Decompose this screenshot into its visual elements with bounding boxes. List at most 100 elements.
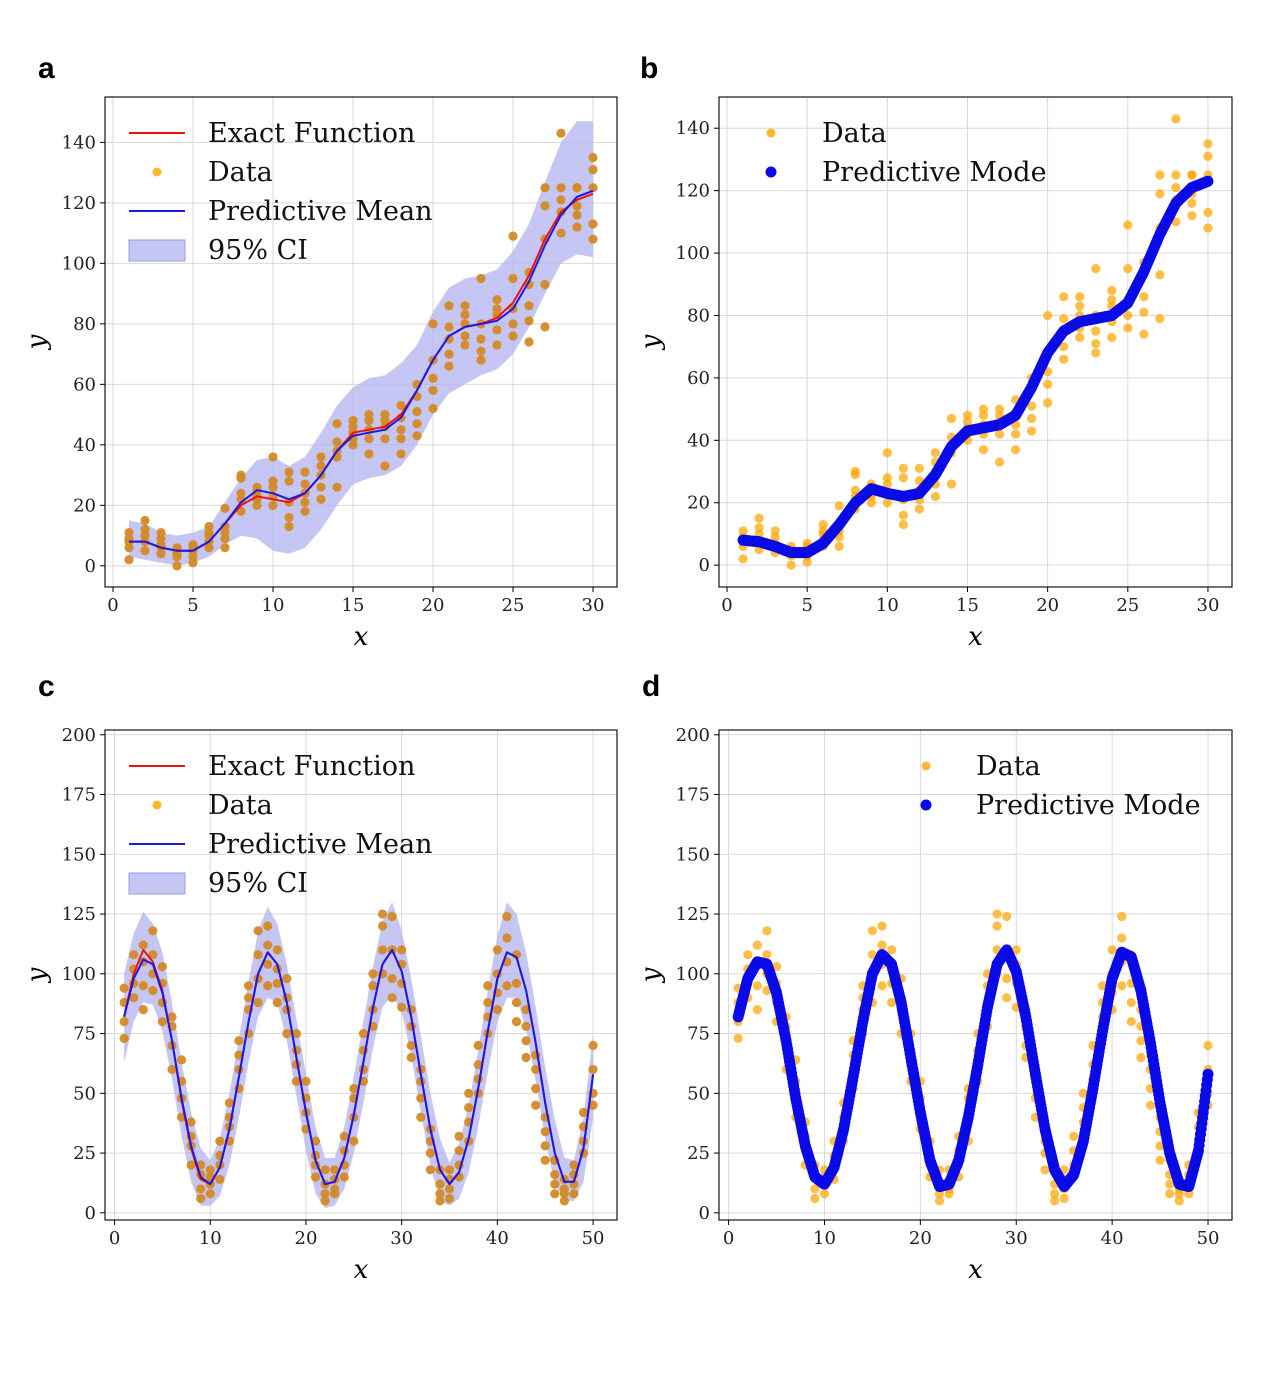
- data-point: [1155, 1155, 1165, 1165]
- data-point: [1002, 993, 1012, 1003]
- data-point: [578, 1107, 589, 1118]
- data-point: [330, 1165, 340, 1175]
- data-point: [588, 152, 598, 163]
- data-point: [444, 301, 454, 311]
- data-point: [387, 911, 397, 922]
- y-tick-label: 100: [62, 964, 96, 985]
- data-point: [930, 448, 941, 458]
- data-point: [236, 488, 246, 498]
- data-point: [492, 325, 502, 335]
- data-point: [502, 911, 512, 922]
- predictive-mean-line: [123, 948, 595, 1186]
- data-point: [263, 921, 273, 931]
- data-point: [1011, 945, 1021, 955]
- x-axis-label: x: [354, 1255, 369, 1285]
- data-point: [364, 409, 374, 420]
- y-tick-label: 60: [73, 374, 96, 395]
- data-point: [435, 1189, 445, 1199]
- data-point: [882, 473, 892, 483]
- data-point: [1043, 310, 1053, 321]
- data-point: [898, 510, 908, 520]
- data-point: [572, 222, 582, 232]
- legend-dot-marker: [152, 167, 162, 177]
- data-point: [119, 1017, 129, 1027]
- data-point: [521, 1021, 531, 1031]
- legend-dot-marker: [920, 799, 932, 811]
- data-point: [994, 429, 1005, 439]
- x-tick-label: 30: [1197, 595, 1220, 616]
- x-tick-label: 0: [721, 595, 732, 616]
- data-point: [1155, 270, 1165, 280]
- data-point: [234, 1050, 244, 1060]
- panel-letter: a: [38, 52, 55, 85]
- y-tick-label: 140: [62, 132, 96, 153]
- data-point: [268, 452, 278, 462]
- data-point: [1027, 426, 1037, 436]
- data-point: [1145, 1100, 1156, 1110]
- data-point: [1107, 332, 1117, 342]
- data-point: [205, 1189, 215, 1199]
- data-point: [524, 337, 534, 347]
- y-axis-label: y: [636, 334, 666, 350]
- data-point: [282, 973, 292, 984]
- data-point: [406, 1052, 416, 1063]
- y-tick-label: 50: [73, 1083, 96, 1104]
- data-point: [428, 319, 438, 329]
- data-point: [834, 541, 844, 552]
- data-point: [157, 1017, 168, 1027]
- data-point: [850, 466, 860, 477]
- data-point: [511, 997, 522, 1008]
- data-point: [252, 482, 262, 492]
- data-point: [301, 1076, 311, 1086]
- data-point: [1155, 313, 1165, 324]
- data-point: [282, 1028, 292, 1039]
- ci-band: [129, 121, 593, 566]
- data-point: [172, 561, 182, 571]
- data-point: [934, 1196, 945, 1206]
- data-point: [762, 926, 772, 936]
- data-point: [138, 940, 148, 950]
- data-point: [752, 1005, 762, 1015]
- y-tick-label: 0: [85, 556, 96, 577]
- data-point: [284, 467, 294, 477]
- data-point: [425, 1148, 435, 1158]
- data-point: [243, 993, 254, 1003]
- data-point: [1043, 398, 1053, 408]
- legend-label: Data: [208, 790, 273, 821]
- data-point: [1126, 997, 1136, 1008]
- data-point: [946, 479, 957, 489]
- data-point: [1027, 413, 1037, 424]
- data-point: [140, 546, 150, 556]
- data-point: [994, 404, 1005, 414]
- data-point: [572, 201, 582, 211]
- data-point: [1107, 945, 1117, 955]
- x-axis-label: x: [968, 622, 983, 652]
- data-point: [236, 470, 246, 480]
- y-tick-label: 75: [687, 1024, 710, 1045]
- data-point: [502, 933, 512, 943]
- data-point: [364, 449, 374, 459]
- data-point: [444, 361, 454, 371]
- data-point: [291, 1076, 302, 1086]
- data-point: [349, 1136, 359, 1146]
- data-point: [272, 945, 282, 955]
- data-point: [867, 950, 878, 960]
- data-point: [272, 978, 282, 988]
- data-point: [1075, 292, 1085, 302]
- y-tick-label: 20: [687, 493, 710, 514]
- data-point: [339, 1131, 349, 1141]
- data-point: [300, 497, 310, 507]
- legend-label: Data: [976, 751, 1041, 782]
- data-point: [364, 434, 374, 444]
- y-tick-label: 125: [62, 904, 96, 925]
- data-point: [1155, 170, 1165, 180]
- data-point: [310, 1172, 321, 1182]
- data-point: [291, 1028, 302, 1039]
- panel-letter: b: [640, 52, 658, 85]
- data-point: [559, 1184, 569, 1194]
- x-tick-label: 10: [199, 1228, 222, 1249]
- data-point: [978, 445, 989, 455]
- data-point: [284, 512, 294, 523]
- data-point: [1203, 1040, 1213, 1051]
- data-point: [380, 461, 390, 471]
